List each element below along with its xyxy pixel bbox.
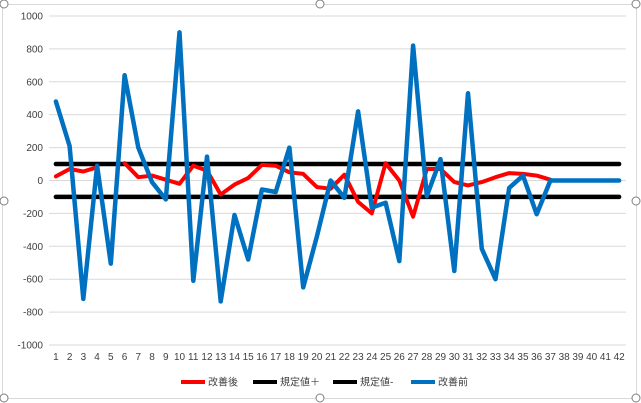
x-tick-label: 29 — [435, 352, 447, 363]
x-tick-label: 37 — [545, 352, 557, 363]
x-tick-label: 32 — [476, 352, 488, 363]
y-tick-label: -200 — [23, 209, 43, 220]
y-tick-label: 200 — [26, 143, 43, 154]
legend: 改善後 規定値＋ 規定値- 改善前 — [181, 376, 468, 389]
legend-label: 規定値- — [360, 376, 393, 389]
x-axis-tick-labels: 1 2 3 4 5 6 7 8 9 10 11 12 13 14 15 16 17 18 19 20 21 22 23 24 2… — [53, 352, 625, 363]
x-tick-label: 34 — [504, 352, 516, 363]
legend-label: 改善後 — [208, 376, 238, 389]
x-tick-label: 42 — [614, 352, 626, 363]
x-tick-label: 15 — [243, 352, 255, 363]
x-tick-label: 9 — [163, 352, 169, 363]
x-tick-label: 10 — [174, 352, 186, 363]
x-tick-label: 20 — [311, 352, 323, 363]
y-tick-label: 800 — [26, 44, 43, 55]
x-tick-label: 7 — [136, 352, 142, 363]
x-tick-label: 27 — [407, 352, 419, 363]
y-tick-label: -400 — [23, 242, 43, 253]
x-tick-label: 39 — [572, 352, 584, 363]
y-tick-label: 600 — [26, 77, 43, 88]
x-tick-label: 41 — [600, 352, 612, 363]
x-tick-label: 3 — [81, 352, 87, 363]
x-tick-label: 8 — [149, 352, 155, 363]
x-tick-label: 14 — [229, 352, 241, 363]
y-tick-label: -600 — [23, 275, 43, 286]
legend-item: 規定値- — [333, 376, 393, 389]
x-tick-label: 11 — [188, 352, 199, 363]
x-tick-label: 1 — [53, 352, 59, 363]
x-tick-label: 36 — [531, 352, 543, 363]
y-axis-tick-labels: 1000 800 600 400 200 0 -200 -400 -600 -800 -1000 — [17, 12, 43, 352]
x-tick-label: 16 — [256, 352, 268, 363]
series-3 — [53, 30, 622, 304]
x-tick-label: 25 — [380, 352, 392, 363]
x-tick-label: 5 — [108, 352, 114, 363]
x-tick-label: 19 — [298, 352, 310, 363]
x-tick-label: 26 — [394, 352, 406, 363]
line-chart: 1000 800 600 400 200 0 -200 -400 -600 -800 -1000 1… — [17, 12, 626, 389]
x-tick-label: 17 — [270, 352, 282, 363]
series-lines — [53, 30, 622, 304]
x-tick-label: 12 — [201, 352, 213, 363]
x-tick-label: 40 — [586, 352, 598, 363]
legend-item: 規定値＋ — [253, 376, 320, 389]
series-line — [122, 161, 553, 219]
x-tick-label: 22 — [339, 352, 351, 363]
x-tick-label: 38 — [559, 352, 571, 363]
chart-frame: 1000 800 600 400 200 0 -200 -400 -600 -800 -1000 1… — [2, 4, 637, 399]
x-tick-label: 30 — [449, 352, 461, 363]
legend-item: 改善後 — [181, 376, 238, 389]
x-tick-label: 4 — [94, 352, 100, 363]
series-line — [53, 165, 100, 179]
series-0 — [53, 161, 553, 219]
x-tick-label: 13 — [215, 352, 227, 363]
x-tick-label: 33 — [490, 352, 502, 363]
y-tick-label: 1000 — [21, 12, 44, 23]
y-tick-label: 0 — [37, 176, 43, 187]
y-tick-label: -800 — [23, 308, 43, 319]
legend-label: 改善前 — [438, 376, 468, 389]
x-tick-label: 23 — [353, 352, 365, 363]
x-tick-label: 21 — [325, 352, 337, 363]
x-tick-label: 2 — [67, 352, 73, 363]
x-tick-label: 18 — [284, 352, 296, 363]
x-tick-label: 6 — [122, 352, 128, 363]
y-tick-label: 400 — [26, 110, 43, 121]
series-line — [53, 30, 622, 304]
legend-item: 改善前 — [411, 376, 468, 389]
x-tick-label: 28 — [421, 352, 433, 363]
x-tick-label: 35 — [517, 352, 529, 363]
y-tick-label: -1000 — [17, 341, 43, 352]
x-tick-label: 24 — [366, 352, 378, 363]
x-tick-label: 31 — [462, 352, 474, 363]
legend-label: 規定値＋ — [280, 376, 320, 389]
